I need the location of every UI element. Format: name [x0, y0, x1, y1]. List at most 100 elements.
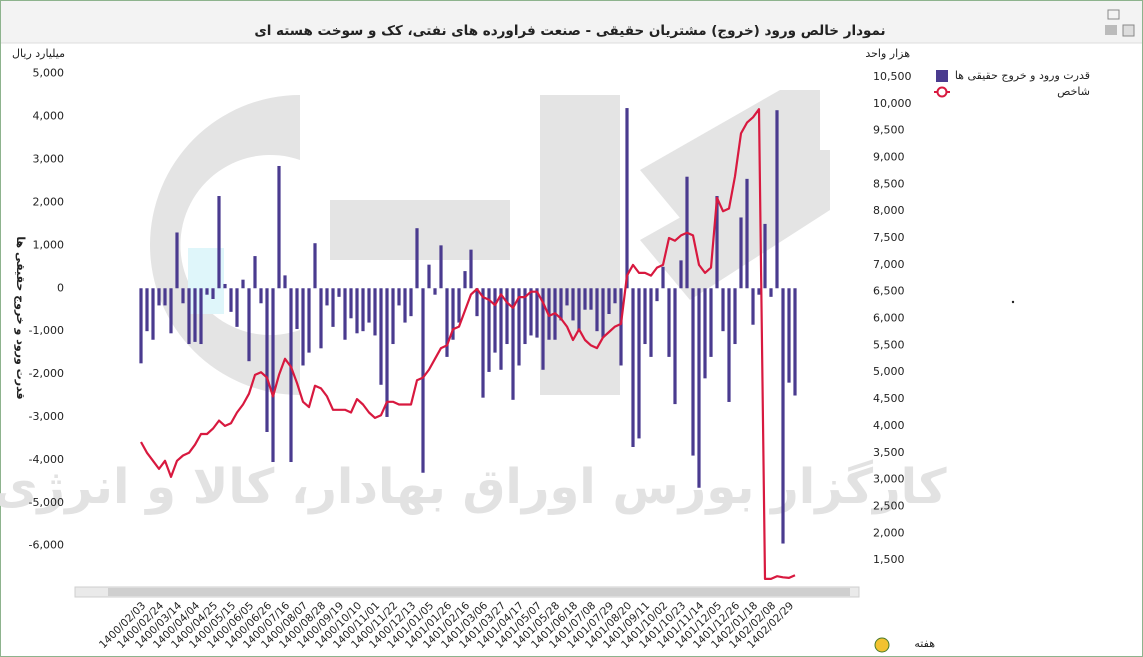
bar [715, 196, 719, 289]
y2-tick-label: 4,000 [873, 419, 905, 432]
y2-tick-label: 10,000 [873, 97, 912, 110]
bar [397, 288, 401, 306]
export-icon[interactable] [1122, 24, 1135, 37]
x-axis-title: هفته [914, 637, 935, 650]
bar [769, 288, 773, 297]
bar [781, 288, 785, 544]
bar [637, 288, 641, 439]
bar [139, 288, 143, 364]
bar [457, 288, 461, 323]
y2-tick-label: 9,500 [873, 124, 905, 137]
bar [307, 288, 311, 353]
print-icon[interactable] [1105, 25, 1117, 35]
bar [703, 288, 707, 379]
bar [763, 223, 767, 289]
bar [355, 288, 359, 334]
y-tick-label: -1,000 [29, 324, 64, 337]
bar [277, 165, 281, 289]
y2-tick-label: 1,500 [873, 553, 905, 566]
bar [625, 108, 629, 289]
restore-icon[interactable] [1107, 9, 1120, 20]
bar [529, 288, 533, 336]
bar [541, 288, 545, 370]
y2-tick-label: 6,000 [873, 312, 905, 325]
bar [295, 288, 299, 330]
bar [655, 288, 659, 302]
bar [169, 288, 173, 334]
bar [595, 288, 599, 332]
bar [643, 288, 647, 345]
y-tick-label: 1,000 [33, 238, 65, 251]
bar [499, 288, 503, 370]
legend-label: شاخص [1057, 85, 1090, 98]
bar [199, 288, 203, 345]
bar [271, 288, 275, 463]
bar [421, 288, 425, 473]
bar [445, 288, 449, 357]
bar [337, 288, 341, 297]
legend-swatch [936, 86, 948, 98]
bar [229, 288, 233, 312]
bar [613, 288, 617, 304]
refresh-icon[interactable] [874, 637, 890, 653]
bar [409, 288, 413, 317]
bar [415, 228, 419, 289]
bar [709, 288, 713, 357]
bar [289, 288, 293, 463]
bar [145, 288, 149, 332]
bar [475, 288, 479, 317]
bar [775, 110, 779, 289]
bar [373, 288, 377, 336]
bar [331, 288, 335, 327]
y-tick-label: -6,000 [29, 539, 64, 552]
bar [469, 249, 473, 289]
watermark-text: کارگزار بورس اوراق بهادار، کالا و انرژی [0, 459, 947, 515]
bar [583, 288, 587, 310]
bar [691, 288, 695, 456]
bar [463, 271, 467, 289]
y-tick-label: 5,000 [33, 67, 65, 80]
y-tick-label: -5,000 [29, 496, 64, 509]
y2-tick-label: 5,500 [873, 338, 905, 351]
bar [661, 266, 665, 289]
bar [379, 288, 383, 385]
bar [535, 288, 539, 338]
bar [751, 288, 755, 325]
y-axis-title: قدرت ورود و خروج حقیقی ها [13, 236, 27, 399]
bar [739, 217, 743, 289]
bar [697, 288, 701, 488]
bar [733, 288, 737, 345]
bar [349, 288, 353, 319]
y2-unit: هزار واحد [865, 47, 910, 60]
bar [619, 288, 623, 366]
bar [427, 264, 431, 289]
bar [607, 288, 611, 314]
bar [259, 288, 263, 304]
bar [181, 288, 185, 304]
bar [247, 288, 251, 362]
bar [391, 288, 395, 345]
line [140, 108, 796, 580]
bar [517, 288, 521, 366]
bar [679, 260, 683, 289]
bar [301, 288, 305, 366]
scrollbar[interactable] [74, 586, 860, 598]
y2-tick-label: 8,500 [873, 177, 905, 190]
bar [433, 288, 437, 295]
legend-label: قدرت ورود و خروج حقیقی ها [955, 69, 1090, 82]
bar [589, 288, 593, 310]
bar [673, 288, 677, 405]
y-tick-label: -3,000 [29, 410, 64, 423]
bar [283, 275, 287, 289]
y2-tick-label: 2,500 [873, 499, 905, 512]
bar [601, 288, 605, 338]
bar [757, 288, 761, 295]
bar [481, 288, 485, 398]
bar [361, 288, 365, 332]
bar [745, 178, 749, 289]
y2-tick-label: 9,000 [873, 151, 905, 164]
bar [211, 288, 215, 299]
bar [721, 288, 725, 332]
bar [493, 288, 497, 353]
